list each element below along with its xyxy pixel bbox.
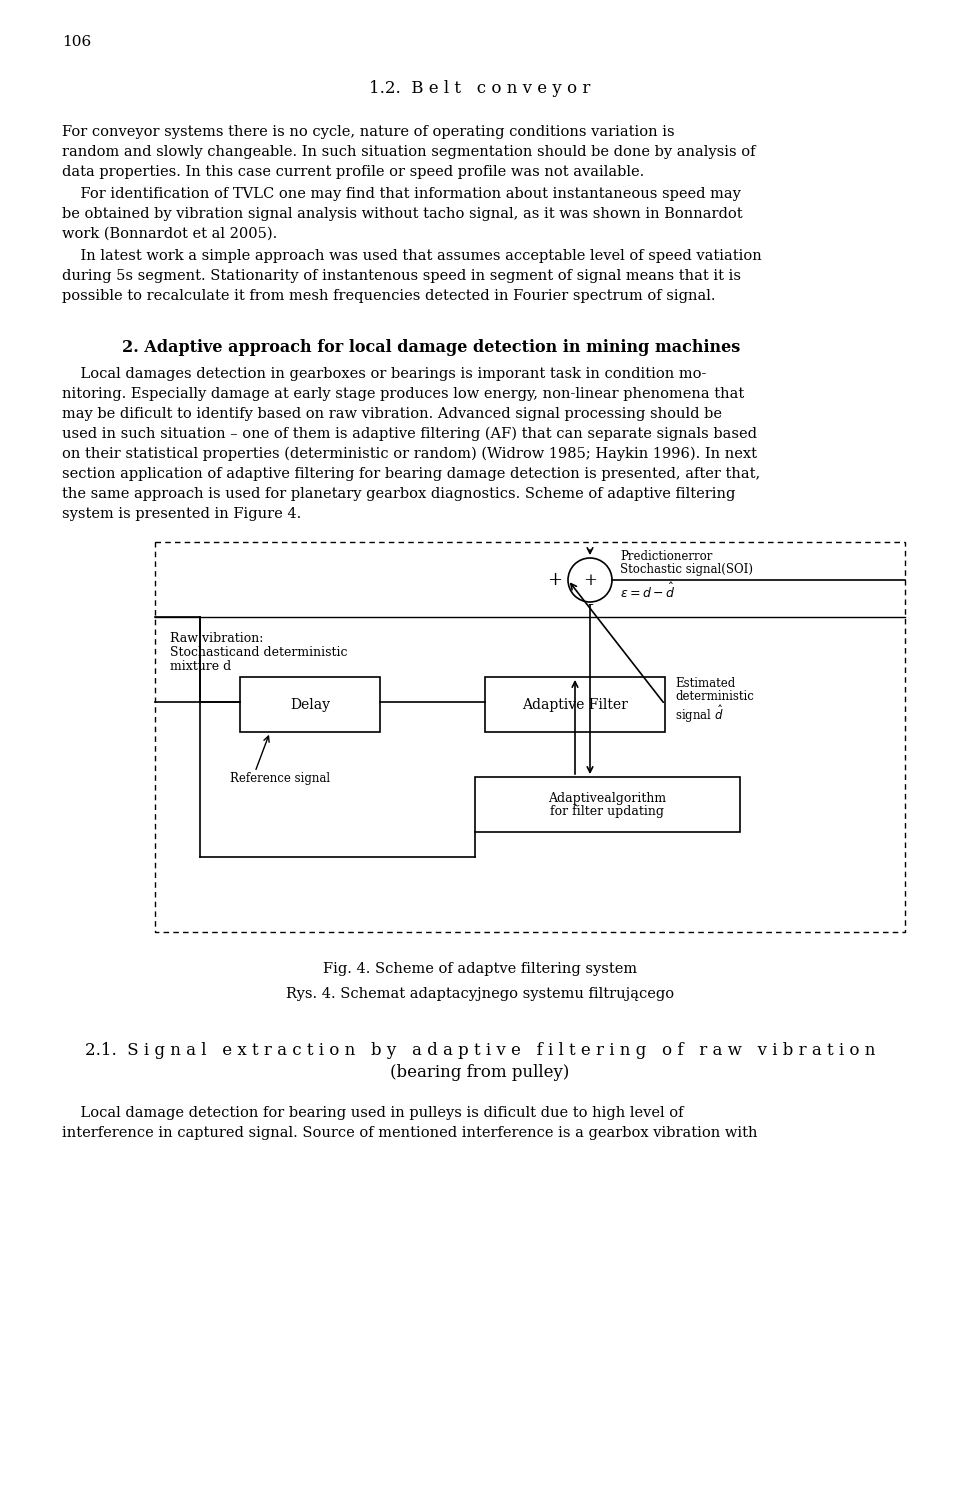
Text: section application of adaptive filtering for bearing damage detection is presen: section application of adaptive filterin… [62,468,760,481]
Text: (bearing from pulley): (bearing from pulley) [391,1064,569,1081]
Text: signal $\hat{d}$: signal $\hat{d}$ [675,703,724,726]
Text: Rys. 4. Schemat adaptacyjnego systemu filtrującego: Rys. 4. Schemat adaptacyjnego systemu fi… [286,986,674,1001]
Text: possible to recalculate it from mesh frequencies detected in Fourier spectrum of: possible to recalculate it from mesh fre… [62,289,715,303]
Text: Local damages detection in gearboxes or bearings is imporant task in condition m: Local damages detection in gearboxes or … [62,367,707,381]
Bar [475,776,740,832]
Text: the same approach is used for planetary gearbox diagnostics. Scheme of adaptive : the same approach is used for planetary … [62,487,735,501]
Text: mixture d: mixture d [170,660,231,673]
Bar [485,678,665,732]
Text: Adaptive Filter: Adaptive Filter [522,697,628,712]
Text: random and slowly changeable. In such situation segmentation should be done by a: random and slowly changeable. In such si… [62,145,756,159]
Text: work (Bonnardot et al 2005).: work (Bonnardot et al 2005). [62,226,277,241]
Text: 2. Adaptive approach for local damage detection in mining machines: 2. Adaptive approach for local damage de… [122,339,740,355]
Text: Stochasticand deterministic: Stochasticand deterministic [170,646,348,660]
Text: Delay: Delay [290,697,330,712]
Text: data properties. In this case current profile or speed profile was not available: data properties. In this case current pr… [62,165,644,178]
Text: interference in captured signal. Source of mentioned interference is a gearbox v: interference in captured signal. Source … [62,1126,757,1141]
Text: Estimated: Estimated [675,678,735,690]
Bar [240,678,380,732]
Text: Adaptivealgorithm: Adaptivealgorithm [548,791,666,805]
Text: Local damage detection for bearing used in pulleys is dificult due to high level: Local damage detection for bearing used … [62,1106,684,1120]
Text: -: - [587,597,593,615]
Text: used in such situation – one of them is adaptive filtering (AF) that can separat: used in such situation – one of them is … [62,427,757,441]
Text: during 5s segment. Stationarity of instantenous speed in segment of signal means: during 5s segment. Stationarity of insta… [62,268,741,283]
Text: 1.2.  B e l t   c o n v e y o r: 1.2. B e l t c o n v e y o r [370,79,590,97]
Text: system is presented in Figure 4.: system is presented in Figure 4. [62,507,301,522]
Text: be obtained by vibration signal analysis without tacho signal, as it was shown i: be obtained by vibration signal analysis… [62,207,743,220]
Text: $\varepsilon = d - \hat{d}$: $\varepsilon = d - \hat{d}$ [620,582,676,601]
Text: Reference signal: Reference signal [230,772,330,785]
Text: For identification of TVLC one may find that information about instantaneous spe: For identification of TVLC one may find … [62,187,741,201]
Text: deterministic: deterministic [675,690,754,703]
Text: Raw vibration:: Raw vibration: [170,633,263,645]
Text: 2.1.  S i g n a l   e x t r a c t i o n   b y   a d a p t i v e   f i l t e r i : 2.1. S i g n a l e x t r a c t i o n b y… [84,1042,876,1058]
Text: In latest work a simple approach was used that assumes acceptable level of speed: In latest work a simple approach was use… [62,249,761,262]
Text: on their statistical properties (deterministic or random) (Widrow 1985; Haykin 1: on their statistical properties (determi… [62,447,757,462]
Text: for filter updating: for filter updating [550,805,664,818]
Text: Predictionerror: Predictionerror [620,550,712,564]
Text: Fig. 4. Scheme of adaptve filtering system: Fig. 4. Scheme of adaptve filtering syst… [323,962,637,976]
Text: For conveyor systems there is no cycle, nature of operating conditions variation: For conveyor systems there is no cycle, … [62,124,675,139]
Text: may be dificult to identify based on raw vibration. Advanced signal processing s: may be dificult to identify based on raw… [62,408,722,421]
Text: nitoring. Especially damage at early stage produces low energy, non-linear pheno: nitoring. Especially damage at early sta… [62,387,744,402]
Text: +: + [547,571,563,589]
Text: Stochastic signal(SOI): Stochastic signal(SOI) [620,564,753,576]
Text: 106: 106 [62,34,91,49]
Text: +: + [583,571,597,589]
